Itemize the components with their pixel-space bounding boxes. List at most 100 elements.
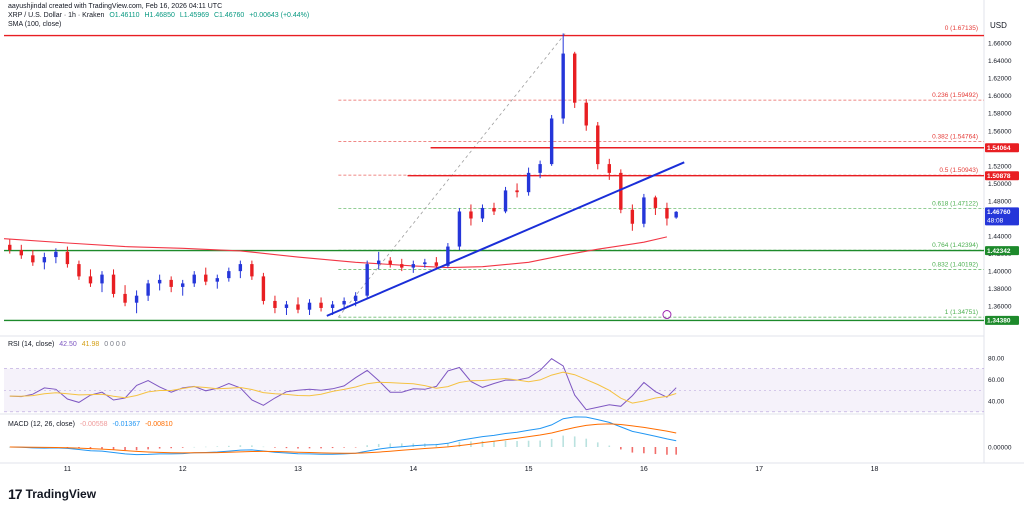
- time-tick-label: 14: [409, 466, 417, 473]
- macd-histogram-bar-down: [89, 447, 92, 450]
- macd-histogram-bar-up: [562, 435, 564, 447]
- macd-legend[interactable]: MACD (12, 26, close) -0.00558 -0.01367 -…: [8, 421, 176, 428]
- candle-down: [123, 293, 127, 303]
- price-tag-1508: 1.50878: [987, 173, 1011, 180]
- rsi-ma-line: [9, 371, 677, 404]
- macd-histogram-bar-up: [447, 443, 449, 447]
- credit-text: aayushjindal created with TradingView.co…: [8, 3, 223, 10]
- rsi-tick-label: 40.00: [988, 399, 1005, 406]
- close-value: C1.46760: [213, 12, 245, 19]
- sma-legend[interactable]: SMA (100, close): [8, 21, 64, 28]
- candle-down: [515, 190, 519, 193]
- candle-up: [54, 251, 58, 258]
- sma-legend-label: SMA (100, close): [8, 21, 62, 28]
- price-tick-label: 1.58000: [988, 111, 1012, 118]
- candle-up: [411, 264, 415, 268]
- macd-histogram-bar-up: [412, 443, 415, 447]
- macd-histogram-bar-down: [285, 447, 288, 449]
- price-tick-label: 1.44000: [988, 234, 1012, 241]
- macd-histogram-bar-up: [262, 446, 265, 448]
- rsi-legend[interactable]: RSI (14, close) 42.50 41.98 0 0 0 0: [8, 341, 129, 348]
- candle-down: [19, 250, 23, 256]
- macd-histogram-bar-down: [331, 447, 334, 449]
- candle-up: [353, 295, 358, 301]
- macd-histogram-bar-down: [620, 447, 622, 450]
- time-tick-label: 17: [755, 466, 763, 473]
- candle-down: [388, 260, 392, 265]
- price-tag-1540: 1.54064: [987, 145, 1011, 152]
- candle-down: [296, 304, 300, 310]
- current-price-tag: 1.46760: [987, 209, 1011, 216]
- macd-histogram-bar-down: [181, 447, 184, 448]
- tradingview-logo-icon: 17: [8, 486, 23, 502]
- candle-down: [250, 264, 254, 277]
- macd-histogram-bar-up: [389, 443, 392, 447]
- macd-line-value: -0.01367: [112, 421, 141, 428]
- candle-up: [423, 262, 427, 265]
- candle-down: [88, 276, 93, 284]
- fib-level-label: 0.832 (1.40192): [932, 261, 978, 268]
- candle-up: [157, 279, 162, 284]
- price-tag-1508-bg: [985, 171, 1019, 181]
- price-tag-1423-bg: [985, 246, 1019, 256]
- macd-signal-value: -0.00810: [145, 421, 173, 428]
- candle-up: [146, 283, 150, 296]
- trendline: [326, 161, 685, 320]
- chart-credit: aayushjindal created with TradingView.co…: [8, 3, 225, 10]
- bullish-trendline: [326, 161, 685, 317]
- macd-histogram-bar-up: [504, 440, 507, 447]
- candle-down: [607, 164, 611, 173]
- candle-up: [330, 304, 335, 308]
- time-tick-label: 15: [525, 466, 533, 473]
- macd-histogram-bar-down: [675, 447, 677, 455]
- candle-up: [134, 295, 139, 303]
- time-tick-label: 11: [64, 466, 71, 473]
- candle-down: [619, 172, 623, 210]
- macd-histogram-bar-up: [573, 436, 576, 447]
- time-axis: 11 12 13 14 15 16 17 18: [64, 466, 879, 473]
- macd-histogram-bar-down: [147, 447, 149, 450]
- current-price-tag-bg: [985, 207, 1019, 226]
- candle-down: [8, 244, 12, 251]
- price-tick-label: 1.38000: [988, 286, 1012, 293]
- candle-down: [273, 300, 277, 308]
- rsi-tick-label: 80.00: [988, 355, 1005, 362]
- macd-histogram-bar-up: [204, 446, 207, 448]
- candle-down: [169, 279, 173, 287]
- macd-histogram-bar-down: [297, 447, 299, 449]
- macd-histogram-bar-down: [631, 447, 634, 453]
- candle-up: [457, 211, 462, 247]
- candle-up: [549, 118, 554, 165]
- fib-level-label: 0.618 (1.47122): [932, 201, 978, 208]
- macd-signal-line: [9, 423, 677, 454]
- macd-histogram-bar-up: [550, 438, 553, 447]
- macd-histogram-bar-up: [377, 443, 380, 447]
- macd-line: [9, 416, 677, 456]
- rsi-extra-values: 0 0 0 0: [104, 341, 126, 348]
- horizontal-levels: [4, 34, 984, 322]
- rsi-value: 42.50: [59, 341, 77, 348]
- candle-down: [469, 211, 473, 219]
- candle-up: [561, 53, 565, 119]
- candle-up: [503, 190, 508, 212]
- candle-up: [181, 283, 185, 287]
- macd-title: MACD (12, 26, close): [8, 421, 75, 428]
- tradingview-logo: 17 TradingView: [8, 486, 96, 502]
- high-value: H1.46850: [144, 12, 175, 19]
- candle-down: [400, 264, 404, 268]
- candle-up: [100, 274, 104, 284]
- macd-histogram-bar-up: [366, 445, 368, 447]
- macd-histogram-bar-up: [400, 443, 403, 447]
- candle-down: [573, 53, 577, 103]
- symbol-line: XRP / U.S. Dollar · 1h · Kraken O1.46110…: [8, 12, 312, 19]
- macd-histogram-bar-down: [170, 447, 172, 449]
- macd-histogram-bar-up: [458, 441, 461, 447]
- macd-histogram-bar-down: [274, 447, 276, 448]
- macd-histogram-bar-up: [193, 446, 196, 448]
- symbol-name[interactable]: XRP / U.S. Dollar · 1h · Kraken: [8, 12, 105, 19]
- candles: [8, 33, 678, 315]
- price-tick-label: 1.48000: [988, 198, 1012, 205]
